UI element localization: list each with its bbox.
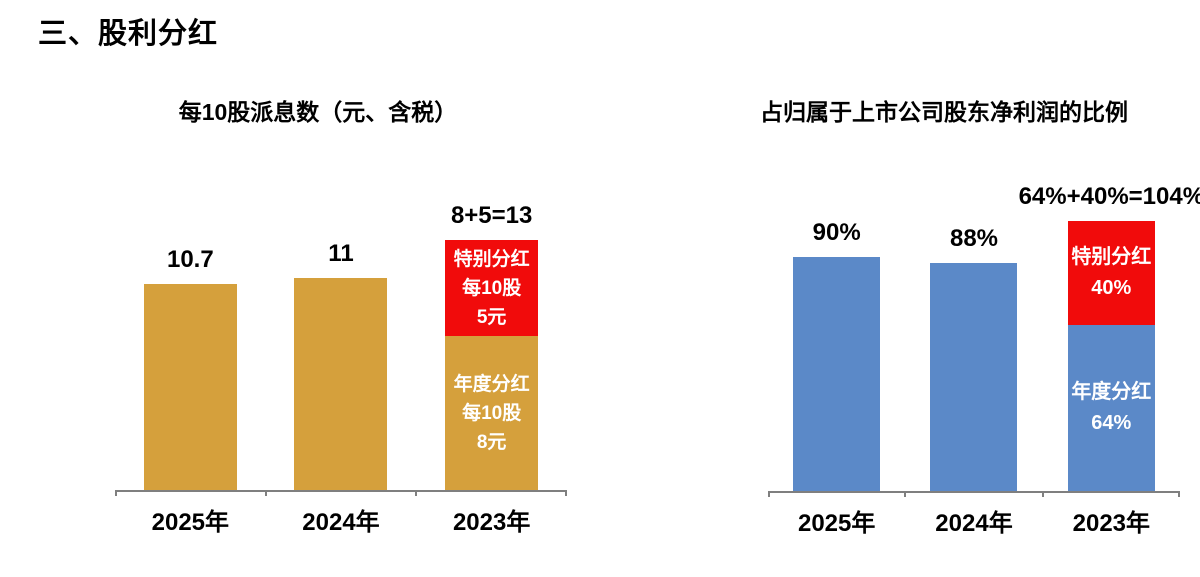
bar-column: 8+5=13 特别分红 每10股 5元 年度分红 每10股 8元 bbox=[416, 135, 567, 490]
segment-label-line: 每10股 bbox=[462, 402, 522, 424]
plot-area: 10.7 11 8+5=13 特别分红 每10股 5元 年度分红 每10股 8元 bbox=[115, 135, 567, 496]
bar-column: 88% bbox=[905, 135, 1042, 491]
segment-label-line: 年度分红 bbox=[453, 373, 530, 395]
bar-value-label: 88% bbox=[949, 225, 999, 252]
bar-column: 90% bbox=[768, 135, 905, 491]
segment-label-line: 每10股 bbox=[462, 277, 522, 299]
bar-segment-annual: 年度分红 64% bbox=[1067, 325, 1155, 491]
bar-value-label: 11 bbox=[328, 240, 354, 267]
category-label: 2025年 bbox=[151, 509, 230, 536]
category-label: 2025年 bbox=[797, 510, 876, 537]
chart-title: 占归属于上市公司股东净利润的比例 bbox=[760, 99, 1128, 125]
bar-column: 11 bbox=[266, 135, 417, 490]
bar-segment-annual bbox=[143, 284, 237, 490]
bar-segment-special: 特别分红 40% bbox=[1067, 221, 1155, 325]
axis-tick bbox=[904, 491, 907, 497]
bar-value-label: 64%+40%=104% bbox=[1018, 183, 1200, 210]
category-label: 2023年 bbox=[1072, 510, 1151, 537]
category-label: 2024年 bbox=[935, 510, 1013, 537]
bar-column: 64%+40%=104% 特别分红 40% 年度分红 64% bbox=[1019, 135, 1200, 491]
bar-value-label: 90% bbox=[812, 219, 861, 246]
chart-title: 每10股派息数（元、含税） bbox=[178, 99, 458, 125]
page-title: 三、股利分红 bbox=[38, 18, 219, 50]
bar-value-label: 8+5=13 bbox=[450, 202, 533, 229]
bar-segment-annual: 年度分红每10股 8元 bbox=[445, 336, 539, 490]
axis-tick bbox=[565, 490, 567, 496]
plot-area: 90% 88% 64%+40%=104% 特别分红 40% 年度分红 64% bbox=[768, 135, 1200, 497]
bar-segment-special: 特别分红每10股 5元 bbox=[445, 240, 539, 336]
segment-label-line: 40% bbox=[1091, 277, 1132, 299]
category-label: 2024年 bbox=[302, 509, 380, 536]
axis-tick bbox=[1041, 491, 1044, 497]
bar-segment-annual bbox=[294, 278, 388, 490]
category-axis-labels: 2025年 2024年 2023年 bbox=[115, 502, 567, 537]
axis-tick bbox=[415, 490, 418, 496]
axis-tick bbox=[264, 490, 267, 496]
bar-segment-annual bbox=[793, 257, 881, 491]
bar-segment-annual bbox=[930, 263, 1018, 491]
segment-label-line: 年度分红 bbox=[1071, 381, 1152, 403]
chart-dividend-per-10-shares: 每10股派息数（元、含税） 10.7 11 8+5=13 特别分红每10股 5元年度分红… bbox=[115, 93, 567, 537]
segment-label-line: 特别分红 bbox=[1071, 246, 1152, 268]
axis-tick bbox=[115, 490, 117, 496]
axis-tick bbox=[768, 491, 770, 497]
bar-value-label: 10.7 bbox=[166, 246, 214, 273]
segment-label-line: 5元 bbox=[476, 306, 507, 328]
segment-label-line: 64% bbox=[1091, 412, 1132, 434]
chart-payout-ratio: 占归属于上市公司股东净利润的比例 90% 88% 64%+40%=104% 特别分红 4… bbox=[760, 93, 1200, 538]
category-axis-labels: 2025年 2024年 2023年 bbox=[768, 503, 1180, 538]
category-label: 2023年 bbox=[452, 509, 531, 536]
bar-column: 10.7 bbox=[115, 135, 266, 490]
axis-tick bbox=[1178, 491, 1180, 497]
segment-label-line: 8元 bbox=[476, 431, 507, 453]
segment-label-line: 特别分红 bbox=[453, 248, 530, 270]
